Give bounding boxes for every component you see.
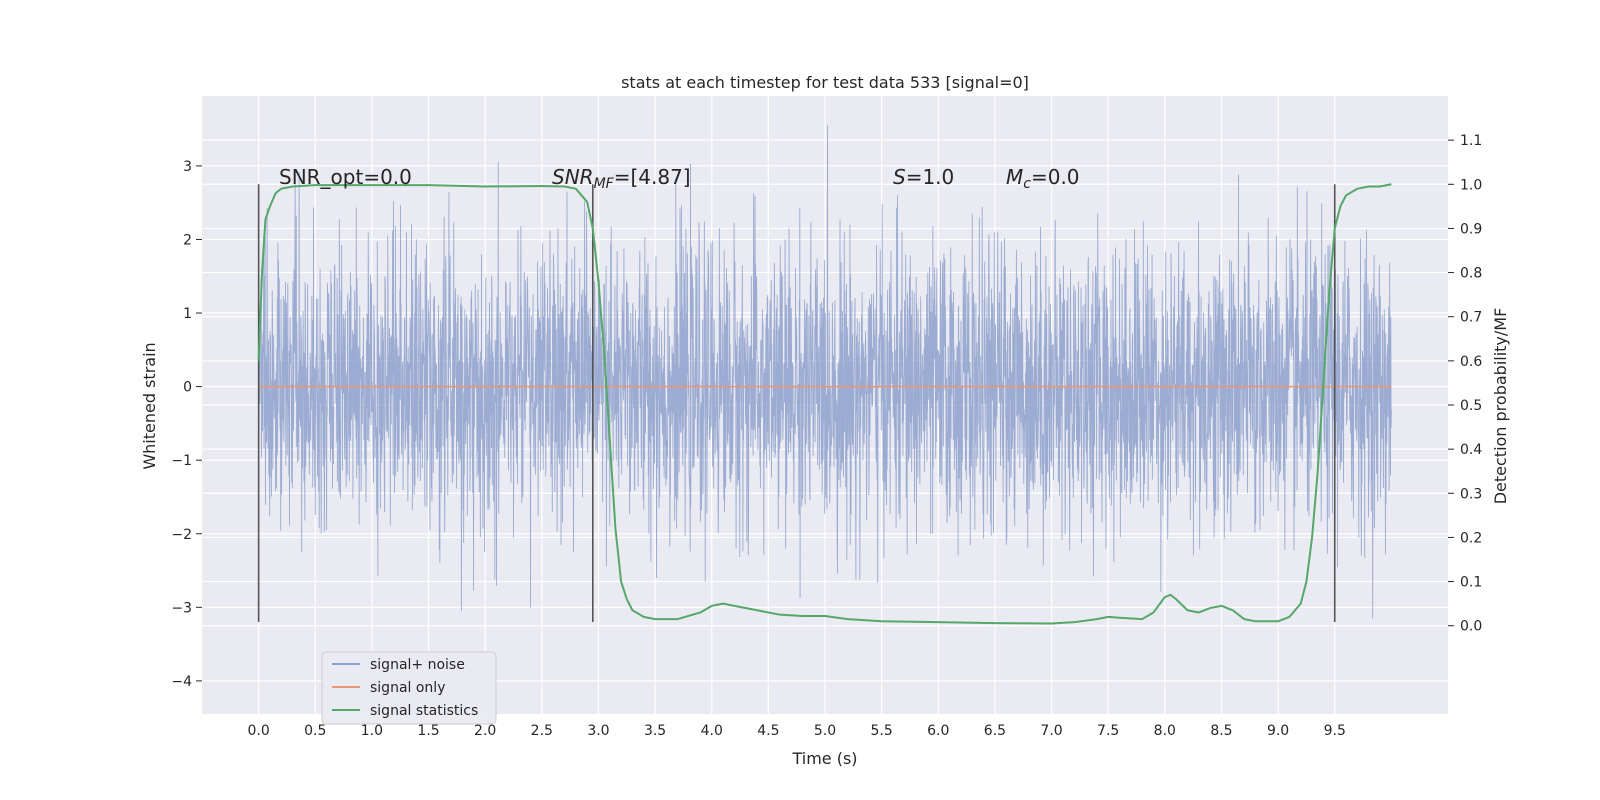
x-tick-label: 3.0 xyxy=(587,723,609,739)
x-tick-label: 5.0 xyxy=(814,723,836,739)
y-axis-label-left: Whitened strain xyxy=(140,342,159,469)
y-left-tick-label: −2 xyxy=(171,527,192,543)
x-tick-label: 1.5 xyxy=(417,723,439,739)
y-left-tick-label: 1 xyxy=(183,306,192,322)
x-tick-label: 7.0 xyxy=(1040,723,1062,739)
x-tick-label: 4.0 xyxy=(701,723,723,739)
annotation-s: S=1.0 xyxy=(893,165,954,189)
annotation-snr-opt: SNR_opt=0.0 xyxy=(279,165,412,189)
x-tick-label: 4.5 xyxy=(757,723,779,739)
legend-label-signal-only: signal only xyxy=(370,680,445,696)
x-tick-label: 1.0 xyxy=(361,723,383,739)
y-right-tick-label: 0.0 xyxy=(1460,619,1482,635)
chart-title: stats at each timestep for test data 533… xyxy=(621,73,1029,92)
y-right-tick-label: 0.1 xyxy=(1460,575,1482,591)
y-right-tick-label: 0.2 xyxy=(1460,530,1482,546)
annotation-mc: Mc=0.0 xyxy=(1006,165,1080,192)
y-right-tick-label: 0.6 xyxy=(1460,354,1482,370)
legend-label-signal-statistics: signal statistics xyxy=(370,703,478,719)
x-tick-label: 9.5 xyxy=(1324,723,1346,739)
y-left-tick-label: 0 xyxy=(183,380,192,396)
x-tick-label: 6.5 xyxy=(984,723,1006,739)
x-tick-label: 0.0 xyxy=(248,723,270,739)
x-tick-label: 6.0 xyxy=(927,723,949,739)
y-right-tick-label: 0.4 xyxy=(1460,442,1482,458)
legend: signal+ noise signal only signal statist… xyxy=(321,651,497,725)
x-tick-label: 7.5 xyxy=(1097,723,1119,739)
y-right-tick-label: 1.1 xyxy=(1460,133,1482,149)
tick-labels: 0.0 0.5 1.0 1.5 2.0 2.5 3.0 3.5 4.0 4.5 5.0 5.5 6.0 6… xyxy=(171,133,1482,739)
y-left-tick-label: 2 xyxy=(183,232,192,248)
signal-statistics-line xyxy=(257,183,1392,625)
y-axis-label-right: Detection probability/MF xyxy=(1491,308,1510,505)
series-signal-statistics xyxy=(257,183,1392,625)
x-axis-label: Time (s) xyxy=(791,749,857,768)
y-left-tick-label: −1 xyxy=(171,453,192,469)
x-tick-label: 3.5 xyxy=(644,723,666,739)
y-right-tick-label: 0.5 xyxy=(1460,398,1482,414)
x-tick-label: 0.5 xyxy=(304,723,326,739)
annotation-snr-mf: SNRMF=[4.87] xyxy=(552,165,691,192)
x-tick-label: 8.5 xyxy=(1210,723,1232,739)
y-left-tick-label: −4 xyxy=(171,674,192,690)
y-right-tick-label: 0.9 xyxy=(1460,221,1482,237)
y-left-tick-label: 3 xyxy=(183,159,192,175)
legend-box xyxy=(321,651,497,725)
y-right-tick-label: 0.3 xyxy=(1460,486,1482,502)
x-tick-label: 8.0 xyxy=(1154,723,1176,739)
x-tick-label: 2.0 xyxy=(474,723,496,739)
y-right-tick-label: 0.8 xyxy=(1460,266,1482,282)
x-tick-label: 5.5 xyxy=(871,723,893,739)
legend-label-signal-noise: signal+ noise xyxy=(370,657,465,673)
y-right-tick-label: 1.0 xyxy=(1460,177,1482,193)
x-tick-label: 2.5 xyxy=(531,723,553,739)
x-tick-label: 9.0 xyxy=(1267,723,1289,739)
marker-lines xyxy=(257,184,1336,623)
y-left-tick-label: −3 xyxy=(171,600,192,616)
y-right-tick-label: 0.7 xyxy=(1460,310,1482,326)
